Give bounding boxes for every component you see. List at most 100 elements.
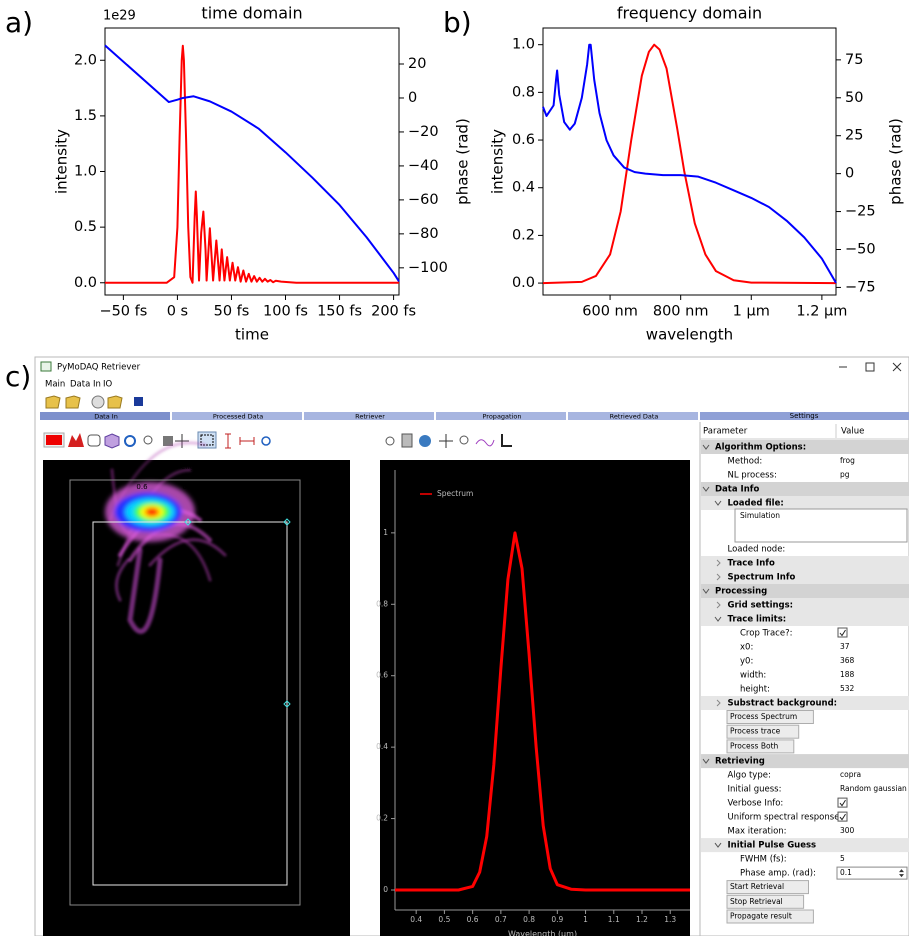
tab-label[interactable]: Data In	[94, 413, 118, 421]
tool-icon[interactable]	[143, 435, 153, 445]
y-tick-label: 0.8	[376, 599, 388, 608]
y-tick-label: 1.0	[74, 164, 97, 180]
subgroup-row-bg	[701, 838, 909, 853]
button-label[interactable]: Start Retrieval	[730, 882, 784, 891]
param-label: Initial guess:	[728, 785, 782, 795]
expand-arrow[interactable]	[714, 500, 722, 506]
spinbox-arrows[interactable]	[899, 869, 904, 878]
tool-icon[interactable]	[87, 434, 101, 447]
menu-item[interactable]: Main	[45, 380, 65, 390]
checkbox[interactable]	[837, 811, 848, 822]
collapse-arrow[interactable]	[716, 573, 721, 581]
close-button[interactable]	[892, 362, 902, 372]
param-value: Random gaussian	[840, 784, 907, 793]
tool-icon[interactable]	[225, 433, 231, 449]
right-tick-label: 180	[322, 538, 335, 546]
tab[interactable]	[304, 412, 434, 420]
tool-icon[interactable]	[68, 433, 84, 447]
subgroup-row-bg	[701, 696, 909, 710]
chart-title: time domain	[201, 4, 302, 23]
roi-handle[interactable]	[184, 518, 291, 708]
tab[interactable]	[436, 412, 566, 420]
open-icon[interactable]	[45, 395, 61, 409]
collapse-arrow[interactable]	[716, 559, 721, 567]
button[interactable]	[726, 739, 795, 754]
tab-label[interactable]: Retriever	[355, 413, 385, 421]
tab-label[interactable]: Retrieved Data	[610, 413, 659, 421]
expand-arrow[interactable]	[702, 444, 710, 450]
expand-arrow[interactable]	[702, 486, 710, 492]
button-label[interactable]: Process Spectrum	[730, 712, 797, 721]
button-label[interactable]: Process trace	[730, 727, 781, 736]
text-area[interactable]	[734, 508, 908, 543]
x-tick-label: 1	[583, 915, 588, 924]
x-tick-label: 0.4	[410, 915, 422, 924]
button[interactable]	[726, 724, 800, 739]
top-tick-label: 1.2	[274, 483, 285, 491]
button[interactable]	[726, 710, 814, 724]
tab[interactable]	[568, 412, 698, 420]
save-icon[interactable]	[134, 397, 143, 406]
tool-icon[interactable]	[459, 435, 469, 445]
button-label[interactable]: Process Both	[730, 741, 779, 750]
tab-label[interactable]: Propagation	[483, 413, 522, 421]
bottom-tick-label: 120	[167, 911, 180, 919]
button-label[interactable]: Propagate result	[730, 912, 792, 921]
tab[interactable]	[172, 412, 302, 420]
tool-icon	[200, 434, 214, 446]
button[interactable]	[726, 909, 814, 924]
right-tick-label: 20	[322, 756, 331, 764]
group-row-bg	[701, 482, 909, 496]
param-value: 37	[840, 642, 850, 651]
expand-arrow[interactable]	[702, 758, 710, 764]
menu-item[interactable]: Data In	[70, 380, 101, 390]
y2-tick-label: 0	[408, 90, 417, 106]
collapse-arrow[interactable]	[716, 699, 721, 707]
button[interactable]	[726, 880, 809, 895]
left-tick-label: 600	[54, 726, 67, 734]
menu-item[interactable]: IO	[103, 380, 113, 390]
button[interactable]	[726, 894, 805, 909]
tool-icon[interactable]	[419, 435, 431, 447]
tool-icon[interactable]	[475, 439, 495, 447]
param-label: height:	[740, 685, 770, 695]
x-tick-label: 0 s	[167, 304, 188, 320]
y-tick-label: 1.0	[512, 37, 535, 53]
roi-rectangle[interactable]	[92, 521, 288, 886]
tab-selected[interactable]	[40, 412, 170, 420]
series-line	[542, 43, 837, 285]
open-icon[interactable]	[65, 395, 81, 409]
tool-icon[interactable]	[501, 434, 512, 447]
y2-tick-label: 20	[408, 56, 426, 72]
group-label: Initial Pulse Guess	[728, 841, 817, 851]
checkbox[interactable]	[837, 797, 848, 808]
bottom-tick-label: 160	[207, 911, 220, 919]
left-tick-label: 400	[54, 865, 67, 873]
open-icon[interactable]	[107, 395, 123, 409]
x-axis-label: time	[235, 326, 269, 344]
expand-arrow[interactable]	[714, 842, 722, 848]
expand-arrow[interactable]	[714, 616, 722, 622]
tool-icon[interactable]	[439, 434, 453, 448]
chart-title: frequency domain	[617, 4, 762, 23]
tool-icon[interactable]	[239, 437, 255, 445]
maximize-button[interactable]	[865, 362, 875, 372]
tab-label[interactable]: Processed Data	[213, 413, 263, 421]
tool-icon[interactable]	[261, 436, 271, 446]
tool-icon[interactable]	[124, 435, 136, 447]
bottom-tick-label: 60	[109, 911, 118, 919]
tool-icon[interactable]	[401, 433, 413, 448]
button-label[interactable]: Stop Retrieval	[730, 897, 783, 906]
checkbox[interactable]	[837, 627, 848, 638]
spinbox[interactable]	[836, 866, 908, 880]
tool-icon[interactable]	[175, 434, 189, 448]
tool-icon[interactable]	[163, 436, 173, 446]
y-tick-label: 0.4	[376, 742, 388, 751]
tool-icon[interactable]	[385, 436, 395, 446]
tool-icon[interactable]	[104, 433, 120, 449]
collapse-arrow[interactable]	[716, 601, 721, 609]
group-label: Trace Info	[728, 559, 775, 569]
settings-icon[interactable]	[91, 395, 105, 409]
expand-arrow[interactable]	[702, 588, 710, 594]
